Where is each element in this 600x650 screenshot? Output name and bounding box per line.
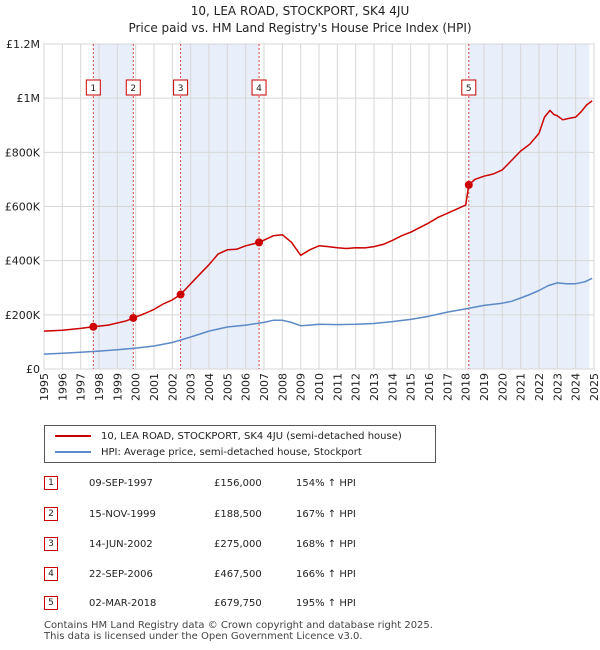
sale-date: 22-SEP-2006 xyxy=(89,569,153,580)
sale-label-box xyxy=(85,79,101,96)
x-tick-label: 2014 xyxy=(386,373,399,401)
sale-label-box xyxy=(461,79,477,96)
x-axis-ticks: 1995 1996 1997 1998 1999 2000 2001 2002 2003 2004… xyxy=(38,373,600,401)
y-tick-label: £200K xyxy=(5,309,41,322)
x-tick-label: 2004 xyxy=(203,373,216,401)
sale-label-number: 1 xyxy=(90,84,96,94)
x-tick-label: 1998 xyxy=(93,373,106,401)
legend-item-hpi: HPI: Average price, semi-detached house,… xyxy=(55,445,362,459)
sale-price: £467,500 xyxy=(214,569,262,580)
sale-marker xyxy=(129,313,138,322)
sale-hpi-change: 166% ↑ HPI xyxy=(296,569,356,580)
table-row: 4 22-SEP-2006 £467,500 166% ↑ HPI xyxy=(44,567,404,583)
x-tick-label: 2005 xyxy=(221,373,234,401)
x-tick-label: 2024 xyxy=(570,373,583,401)
sale-date: 09-SEP-1997 xyxy=(89,478,153,489)
sale-label-number: 5 xyxy=(466,84,472,94)
x-tick-label: 2007 xyxy=(258,373,271,401)
legend-label-hpi: HPI: Average price, semi-detached house,… xyxy=(101,446,362,458)
x-tick-label: 2017 xyxy=(441,373,454,401)
sale-hpi-change: 167% ↑ HPI xyxy=(296,509,356,520)
x-tick-label: 2013 xyxy=(368,373,381,401)
sale-marker xyxy=(464,180,473,189)
y-tick-label: £800K xyxy=(5,146,41,159)
x-tick-label: 2022 xyxy=(533,373,546,401)
sale-price: £679,750 xyxy=(214,598,262,609)
sale-price: £156,000 xyxy=(214,478,262,489)
sale-number-badge: 5 xyxy=(44,596,58,610)
x-tick-label: 2002 xyxy=(166,373,179,401)
x-tick-label: 1995 xyxy=(38,373,51,401)
table-row: 3 14-JUN-2002 £275,000 168% ↑ HPI xyxy=(44,537,404,553)
sale-number-badge: 4 xyxy=(44,567,58,581)
sale-date: 02-MAR-2018 xyxy=(89,598,157,609)
y-tick-label: £0 xyxy=(26,363,40,376)
sale-labels: 1 2 3 4 5 xyxy=(85,79,477,96)
x-tick-label: 2010 xyxy=(313,373,326,401)
chart-subtitle: Price paid vs. HM Land Registry's House … xyxy=(128,21,472,35)
sale-label-number: 4 xyxy=(256,84,262,94)
sale-label-box xyxy=(125,79,141,96)
legend-item-property: 10, LEA ROAD, STOCKPORT, SK4 4JU (semi-d… xyxy=(55,429,402,443)
x-tick-label: 2009 xyxy=(295,373,308,401)
sale-number-badge: 2 xyxy=(44,507,58,521)
price-chart: 1 2 3 4 5 £0 £200K £400K £600K £800K £1M £1.2M 199… xyxy=(5,38,600,401)
sale-label-box xyxy=(251,79,267,96)
x-tick-label: 2003 xyxy=(185,373,198,401)
table-row: 1 09-SEP-1997 £156,000 154% ↑ HPI xyxy=(44,476,404,492)
sale-hpi-change: 168% ↑ HPI xyxy=(296,539,356,550)
x-tick-label: 2006 xyxy=(240,373,253,401)
sale-number-badge: 1 xyxy=(44,476,58,490)
x-tick-label: 2011 xyxy=(331,373,344,401)
grid-lines xyxy=(43,43,595,370)
y-tick-label: £600K xyxy=(5,201,41,214)
footer-attribution: Contains HM Land Registry data © Crown c… xyxy=(44,620,433,642)
sale-date: 14-JUN-2002 xyxy=(89,539,153,550)
x-tick-label: 2023 xyxy=(551,373,564,401)
x-tick-label: 2008 xyxy=(276,373,289,401)
sale-marker xyxy=(89,322,98,331)
x-tick-label: 2020 xyxy=(496,373,509,401)
x-tick-label: 2000 xyxy=(130,373,143,401)
sale-marker xyxy=(176,290,185,299)
sale-label-number: 3 xyxy=(178,84,184,94)
chart-legend: 10, LEA ROAD, STOCKPORT, SK4 4JU (semi-d… xyxy=(44,425,436,463)
legend-label-property: 10, LEA ROAD, STOCKPORT, SK4 4JU (semi-d… xyxy=(101,430,402,442)
sale-hpi-change: 154% ↑ HPI xyxy=(296,478,356,489)
x-tick-label: 1997 xyxy=(75,373,88,401)
sale-price: £275,000 xyxy=(214,539,262,550)
x-tick-label: 2021 xyxy=(515,373,528,401)
y-tick-label: £1M xyxy=(17,92,41,105)
table-row: 2 15-NOV-1999 £188,500 167% ↑ HPI xyxy=(44,507,404,523)
x-tick-label: 2019 xyxy=(478,373,491,401)
y-tick-label: £400K xyxy=(5,255,41,268)
sale-marker xyxy=(255,238,264,247)
footer-line-2: This data is licensed under the Open Gov… xyxy=(44,631,363,642)
sale-number-badge: 3 xyxy=(44,537,58,551)
sale-label-number: 2 xyxy=(130,84,136,94)
legend-swatch-property xyxy=(55,435,91,437)
footer-line-1: Contains HM Land Registry data © Crown c… xyxy=(44,620,433,631)
legend-swatch-hpi xyxy=(55,451,91,453)
hpi-line xyxy=(43,277,593,355)
chart-title: 10, LEA ROAD, STOCKPORT, SK4 4JU xyxy=(190,4,410,18)
x-tick-label: 2018 xyxy=(460,373,473,401)
x-tick-label: 2025 xyxy=(588,373,600,401)
sale-date: 15-NOV-1999 xyxy=(89,509,156,520)
sale-label-box xyxy=(173,79,189,96)
x-tick-label: 1996 xyxy=(56,373,69,401)
y-axis-ticks: £0 £200K £400K £600K £800K £1M £1.2M xyxy=(5,38,41,376)
x-tick-label: 2012 xyxy=(350,373,363,401)
sale-price: £188,500 xyxy=(214,509,262,520)
series-lines xyxy=(43,100,593,355)
sale-markers xyxy=(89,180,473,331)
x-tick-label: 1999 xyxy=(111,373,124,401)
y-tick-label: £1.2M xyxy=(6,38,40,51)
x-tick-label: 2016 xyxy=(423,373,436,401)
sale-hpi-change: 195% ↑ HPI xyxy=(296,598,356,609)
x-tick-label: 2001 xyxy=(148,373,161,401)
property-price-line xyxy=(43,100,593,332)
x-tick-label: 2015 xyxy=(405,373,418,401)
table-row: 5 02-MAR-2018 £679,750 195% ↑ HPI xyxy=(44,596,404,612)
